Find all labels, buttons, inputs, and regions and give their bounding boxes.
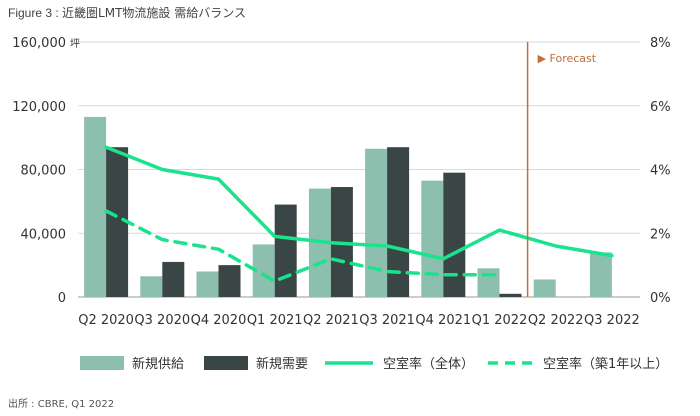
- bar-demand: [162, 261, 185, 297]
- bar-demand: [387, 147, 410, 297]
- x-tick-label: Q1 2021: [247, 313, 303, 328]
- bar-supply: [365, 148, 388, 297]
- bar-demand: [443, 172, 466, 297]
- bar-demand: [274, 204, 297, 297]
- legend-label-demand: 新規需要: [256, 356, 308, 372]
- y-right-tick-label: 6%: [650, 100, 671, 115]
- bar-demand: [106, 147, 129, 297]
- legend-label-vacancy-all: 空室率（全体）: [383, 356, 474, 372]
- x-tick-label: Q2 2020: [78, 313, 134, 328]
- line-vacancy-new: [104, 209, 502, 283]
- y-left-tick-label: 120,000: [12, 100, 66, 115]
- y-right-tick-label: 0%: [650, 291, 671, 306]
- legend-swatch-supply: [80, 356, 124, 370]
- bar-supply: [252, 244, 275, 297]
- y-left-tick-label: 160,000: [12, 36, 66, 51]
- x-tick-label: Q1 2022: [472, 313, 528, 328]
- bar-supply: [477, 268, 500, 297]
- title-text: 近畿圏LMT物流施設 需給バランス: [62, 6, 246, 20]
- y-left-tick-label: 0: [58, 291, 66, 306]
- x-tick-label: Q3 2021: [359, 313, 415, 328]
- bar-demand: [218, 265, 241, 297]
- legend-label-supply: 新規供給: [132, 356, 184, 372]
- y-right-tick-label: 2%: [650, 227, 671, 242]
- y-left-tick-label: 40,000: [21, 227, 67, 242]
- y-right-tick-label: 4%: [650, 164, 671, 179]
- lines: [104, 145, 614, 283]
- bars: [84, 116, 612, 297]
- forecast-label: ▶ Forecast: [538, 52, 597, 65]
- x-tick-label: Q3 2020: [134, 313, 190, 328]
- y-left-tick-label: 80,000: [21, 164, 67, 179]
- figure-label: Figure 3 :: [8, 6, 63, 20]
- bar-supply: [196, 271, 219, 297]
- bar-supply: [140, 276, 163, 297]
- bar-demand: [499, 293, 522, 297]
- legend: 新規供給 新規需要 空室率（全体） 空室率（築1年以上）: [80, 356, 668, 372]
- legend-label-vacancy-new: 空室率（築1年以上）: [543, 356, 668, 372]
- bar-supply: [533, 279, 556, 297]
- x-tick-label: Q2 2021: [303, 313, 359, 328]
- x-tick-label: Q4 2021: [415, 313, 471, 328]
- x-tick-label: Q3 2022: [584, 313, 640, 328]
- x-tick-label: Q4 2020: [191, 313, 247, 328]
- y-left-unit: 坪: [70, 37, 80, 50]
- source-note: 出所 : CBRE, Q1 2022: [8, 399, 115, 410]
- bar-supply: [589, 252, 612, 297]
- x-tick-label: Q2 2022: [528, 313, 584, 328]
- y-right-tick-label: 8%: [650, 36, 671, 51]
- chart-title: Figure 3 : 近畿圏LMT物流施設 需給バランス: [8, 4, 246, 21]
- axes: 0 0% 40,000 2% 80,000 4% 120,000 6% 160,000 8% 坪 Q2…: [12, 36, 670, 328]
- bar-supply: [84, 116, 107, 297]
- bar-supply: [421, 180, 444, 297]
- legend-swatch-demand: [204, 356, 248, 370]
